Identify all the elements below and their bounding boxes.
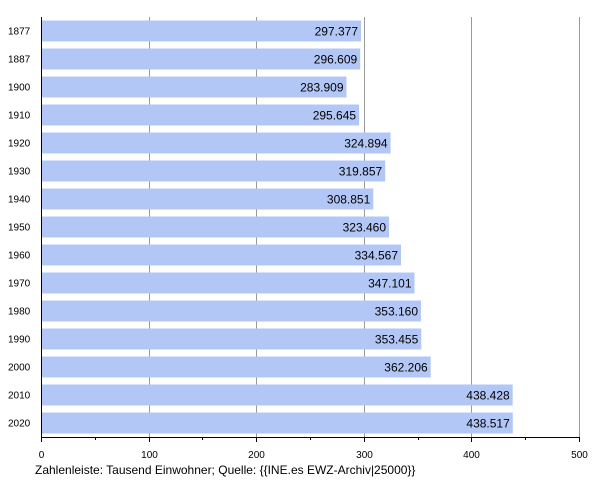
y-tick-label: 2000: [8, 363, 31, 374]
y-tick-label: 1950: [8, 223, 31, 234]
y-tick-label: 1970: [8, 279, 31, 290]
y-tick-label: 2020: [8, 419, 31, 430]
bar-1900: [42, 76, 347, 98]
value-label: 438.517: [466, 417, 510, 431]
x-tick-label: 100: [141, 450, 158, 461]
x-tick-label: 300: [356, 450, 373, 461]
bar-1940: [42, 188, 374, 210]
x-tick-label: 0: [39, 450, 45, 461]
y-axis-labels: 1877 1887 1900 1910 1920 1930 1940 1950 1960 1970…: [8, 27, 31, 430]
value-label: 324.894: [344, 137, 388, 151]
value-label: 334.567: [355, 249, 399, 263]
y-tick-label: 1900: [8, 83, 31, 94]
y-tick-label: 1940: [8, 195, 31, 206]
y-tick-label: 1960: [8, 251, 31, 262]
y-tick-label: 1990: [8, 335, 31, 346]
value-label: 362.206: [384, 361, 428, 375]
bar-1887: [42, 48, 361, 70]
bar-1990: [42, 328, 422, 350]
bar-1877: [42, 20, 361, 42]
x-axis: 0 100 200 300 400 500: [39, 17, 588, 461]
bars: [42, 20, 513, 434]
bar-1970: [42, 272, 415, 294]
bar-1920: [42, 132, 391, 154]
chart-caption: Zahlenleiste: Tausend Einwohner; Quelle:…: [35, 463, 416, 477]
value-label: 283.909: [300, 81, 344, 95]
value-label: 347.101: [368, 277, 412, 291]
bar-2020: [42, 412, 513, 434]
value-label: 297.377: [315, 25, 359, 39]
bar-1930: [42, 160, 386, 182]
value-labels: 297.377 296.609 283.909 295.645 324.894 319.8…: [300, 25, 510, 431]
value-label: 353.455: [375, 333, 419, 347]
bar-2010: [42, 384, 513, 406]
y-tick-label: 1910: [8, 111, 31, 122]
value-label: 438.428: [466, 389, 510, 403]
bar-2000: [42, 356, 431, 378]
x-tick-label: 500: [571, 450, 588, 461]
y-tick-label: 1980: [8, 307, 31, 318]
bar-1910: [42, 104, 360, 126]
value-label: 319.857: [339, 165, 383, 179]
value-label: 323.460: [343, 221, 387, 235]
value-label: 353.160: [375, 305, 419, 319]
y-tick-label: 1920: [8, 139, 31, 150]
bar-1950: [42, 216, 389, 238]
value-label: 295.645: [313, 109, 357, 123]
x-tick-label: 400: [463, 450, 480, 461]
value-label: 308.851: [327, 193, 371, 207]
bar-1980: [42, 300, 421, 322]
x-tick-label: 200: [248, 450, 265, 461]
y-tick-label: 2010: [8, 391, 31, 402]
y-tick-label: 1877: [8, 27, 31, 38]
y-tick-label: 1887: [8, 55, 31, 66]
y-tick-label: 1930: [8, 167, 31, 178]
bar-1960: [42, 244, 401, 266]
value-label: 296.609: [314, 53, 358, 67]
